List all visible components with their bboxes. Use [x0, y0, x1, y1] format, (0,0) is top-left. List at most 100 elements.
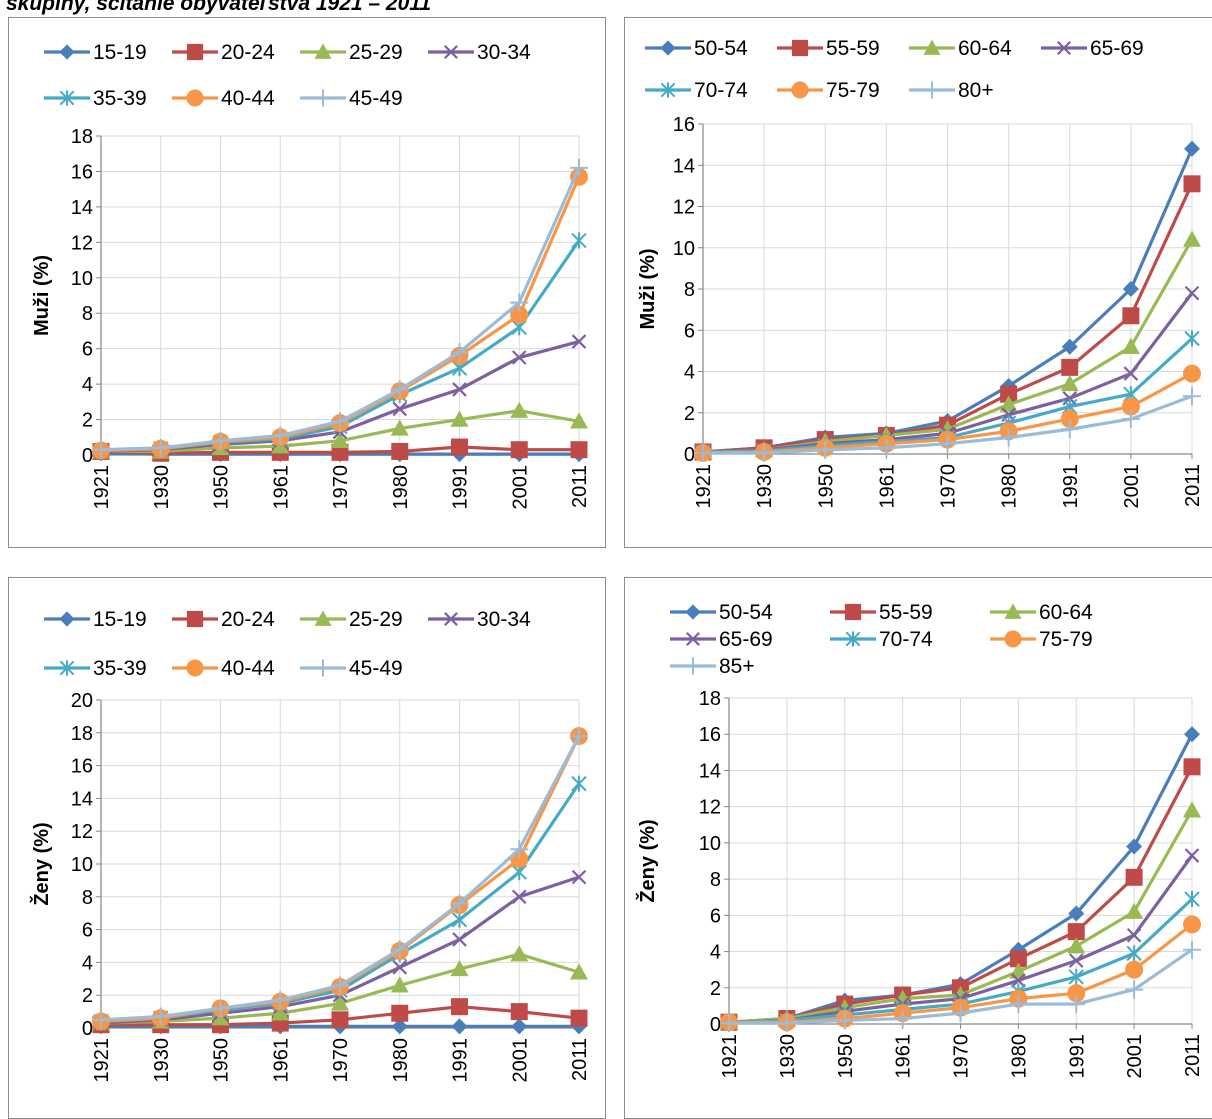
legend-label: 55-59 [826, 37, 880, 60]
data-point-45-49 [390, 380, 409, 399]
legend-marker [685, 604, 701, 620]
legend-marker [923, 39, 941, 55]
y-axis-label: Ženy (%) [635, 819, 659, 902]
legend-label: 85+ [719, 655, 755, 678]
x-tick-label: 1921 [693, 464, 715, 509]
data-point-45-49 [211, 999, 230, 1018]
x-tick-label: 1921 [91, 465, 113, 510]
data-point-75-79 [1060, 409, 1079, 428]
data-point-45-49 [331, 976, 349, 995]
data-point-55-59 [1183, 758, 1201, 776]
data-point-45-49 [151, 1007, 170, 1026]
legend-item-20-24: 20-24 [172, 41, 275, 64]
legend-label: 20-24 [221, 41, 275, 64]
y-tick-label: 14 [699, 760, 721, 782]
data-point-65-69 [1123, 366, 1139, 381]
y-tick-label: 6 [82, 920, 93, 942]
y-tick-label: 6 [684, 320, 695, 342]
legend-item-45-49: 45-49 [300, 87, 403, 110]
y-tick-label: 18 [71, 723, 93, 745]
data-point-85 [1009, 995, 1028, 1014]
data-point-35-39 [451, 911, 468, 928]
legend-marker [59, 611, 75, 627]
legend-label: 65-69 [1090, 37, 1144, 60]
y-tick-label: 6 [710, 905, 721, 927]
data-point-45-49 [510, 840, 529, 859]
data-point-55-59 [1122, 307, 1140, 325]
x-tick-label: 1950 [211, 1038, 233, 1083]
x-tick-label: 1991 [450, 465, 472, 510]
data-point-20-24 [331, 1011, 349, 1029]
series-80 [694, 387, 1201, 462]
data-point-25-29 [450, 959, 469, 977]
data-point-65-69 [1011, 973, 1026, 988]
x-tick-label: 1991 [1066, 1034, 1088, 1079]
chart-panel-zeny-15-49: 0 2 4 6 8 10 12 14 16 18 20 1921 1930 1950 1961 1970 198… [8, 577, 606, 1119]
y-tick-label: 12 [699, 797, 721, 819]
y-tick-label: 16 [71, 161, 93, 183]
data-point-30-34 [511, 889, 527, 905]
legend-marker [1004, 630, 1022, 648]
legend-item-60-64: 60-64 [909, 37, 1012, 60]
x-tick-label: 1930 [151, 465, 173, 510]
legend-item-75-79: 75-79 [990, 628, 1093, 651]
legend-item-65-69: 65-69 [1041, 37, 1144, 60]
data-point-25-29 [390, 419, 409, 436]
y-tick-label: 2 [82, 985, 93, 1007]
data-point-80 [755, 443, 774, 462]
legend-item-35-39: 35-39 [44, 87, 147, 110]
chart-zeny-15-49: 0 2 4 6 8 10 12 14 16 18 20 1921 1930 1950 1961 1970 198… [29, 608, 591, 1083]
data-point-80 [877, 438, 896, 457]
legend-label: 55-59 [879, 601, 933, 624]
y-tick-label: 0 [82, 445, 93, 467]
legend: 15-19 20-24 25-29 30-34 35-39 40-44 45-49 [44, 41, 531, 110]
data-point-65-69 [1184, 285, 1200, 301]
legend-label: 35-39 [93, 87, 147, 110]
data-point-25-29 [331, 994, 349, 1011]
legend-marker [791, 81, 809, 99]
legend-label: 50-54 [719, 601, 773, 624]
legend-label: 25-29 [349, 608, 403, 631]
data-point-45-49 [92, 440, 110, 459]
y-tick-label: 16 [673, 114, 695, 136]
gridlines [100, 135, 580, 456]
legend-item-75-79: 75-79 [777, 79, 880, 102]
data-point-20-24 [510, 1003, 528, 1021]
gridlines [702, 123, 1193, 455]
x-tick-label: 1961 [270, 465, 292, 510]
legend-marker [684, 657, 702, 675]
legend-item-65-69: 65-69 [670, 628, 773, 651]
y-tick-label: 4 [82, 952, 93, 974]
data-point-20-24 [510, 441, 528, 459]
chart-muzi-15-49: 0 2 4 6 8 10 12 14 16 18 1921 1930 1950 1961 1970 1980 1… [31, 41, 591, 510]
data-point-45-49 [390, 940, 409, 959]
x-tick-label: 1930 [777, 1034, 799, 1079]
legend-item-70-74: 70-74 [830, 628, 933, 651]
legend-label: 40-44 [221, 657, 275, 680]
y-tick-label: 6 [82, 339, 93, 361]
series-45-49 [92, 158, 588, 459]
legend-marker [314, 43, 332, 59]
data-point-60-64 [893, 989, 912, 1006]
data-point-55-59 [1067, 923, 1085, 941]
legend-marker [845, 631, 861, 647]
y-tick-label: 12 [71, 232, 93, 254]
legend-label: 65-69 [719, 628, 773, 651]
data-point-75-79 [1183, 915, 1201, 934]
legend-marker [844, 603, 862, 621]
y-tick-label: 2 [710, 978, 721, 1000]
data-point-45-49 [271, 426, 290, 445]
legend: 50-54 55-59 60-64 65-69 70-74 75-79 80+ [645, 37, 1144, 102]
y-tick-label: 16 [71, 756, 93, 778]
legend-marker [660, 40, 676, 56]
data-point-85 [1067, 995, 1086, 1014]
legend-label: 15-19 [93, 41, 147, 64]
data-point-60-64 [1125, 902, 1144, 919]
data-point-25-29 [450, 410, 469, 427]
y-tick-label: 4 [710, 942, 721, 964]
y-tick-label: 14 [71, 788, 93, 810]
data-point-65-69 [1184, 848, 1200, 863]
series-25-29 [92, 945, 588, 1031]
x-tick-label: 2011 [1182, 1034, 1204, 1077]
chart-panel-muzi-15-49: 0 2 4 6 8 10 12 14 16 18 1921 1930 1950 1961 1970 1980 1… [8, 17, 606, 548]
